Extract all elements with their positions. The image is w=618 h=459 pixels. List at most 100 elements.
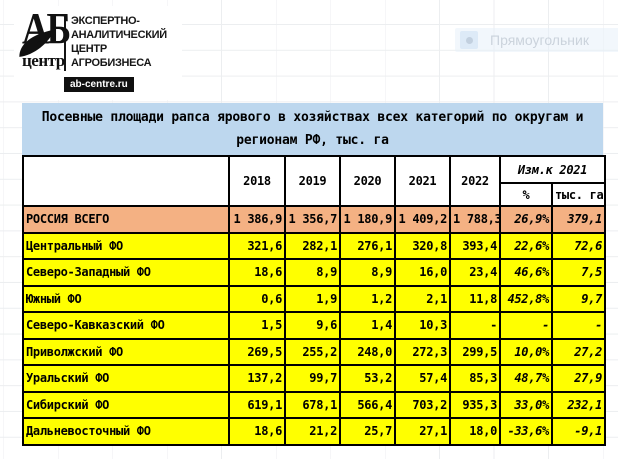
pct-change-cell: - (499, 311, 553, 340)
year-value-cell: 619,1 (228, 390, 286, 419)
table-title: Посевные площади рапса ярового в хозяйст… (22, 103, 603, 155)
year-value-cell: 18,6 (228, 417, 286, 446)
year-value-cell: 27,1 (394, 417, 451, 446)
unit-header: тыс. га (551, 182, 606, 207)
year-value-cell: 269,5 (228, 337, 286, 366)
year-value-cell: 276,1 (339, 231, 396, 260)
table-row: Центральный ФО 321,6 282,1 276,1 320,8 393,4 2… (22, 231, 606, 260)
org-line: ЦЕНТР (71, 43, 107, 55)
year-value-cell: 1,2 (339, 284, 396, 313)
year-value-cell: 1 180,9 (339, 205, 396, 234)
corner-header-cell (22, 155, 230, 207)
percent-header: % (499, 182, 553, 207)
change-group-header: Изм.к 2021 (499, 155, 606, 184)
year-value-cell: 1,4 (339, 311, 396, 340)
table-title-line: Посевные площади рапса ярового в хозяйст… (41, 110, 584, 125)
leaf-icon (14, 27, 63, 63)
logo-abbreviation: АБ (22, 4, 71, 53)
year-value-cell: 272,3 (394, 337, 451, 366)
table-row: Южный ФО 0,6 1,9 1,2 2,1 11,8 452,8% 9,7 (22, 284, 606, 313)
year-value-cell: 1,5 (228, 311, 286, 340)
logo-divider (64, 15, 66, 71)
region-cell: Приволжский ФО (22, 337, 230, 366)
year-value-cell: 18,0 (449, 417, 501, 446)
table-row: Дальневосточный ФО 18,6 21,2 25,7 27,1 18,0 -3… (22, 417, 606, 446)
year-value-cell: 21,2 (284, 417, 341, 446)
abs-change-cell: -9,1 (551, 417, 606, 446)
table-row: Уральский ФО 137,2 99,7 53,2 57,4 85,3 48,7% 27… (22, 364, 606, 393)
year-value-cell: 25,7 (339, 417, 396, 446)
rectangle-shape-icon (460, 31, 478, 49)
year-value-cell: 248,0 (339, 337, 396, 366)
region-cell: Уральский ФО (22, 364, 230, 393)
region-cell: Центральный ФО (22, 231, 230, 260)
year-value-cell: 703,2 (394, 390, 451, 419)
year-value-cell: 9,6 (284, 311, 341, 340)
pct-change-cell: 33,0% (499, 390, 553, 419)
abs-change-cell: 232,1 (551, 390, 606, 419)
org-line: АНАЛИТИЧЕСКИЙ (71, 29, 167, 41)
table-body: РОССИЯ ВСЕГО 1 386,9 1 356,7 1 180,9 1 409,2… (22, 205, 606, 446)
year-value-cell: 10,3 (394, 311, 451, 340)
region-cell: РОССИЯ ВСЕГО (22, 205, 230, 234)
pct-change-cell: 22,6% (499, 231, 553, 260)
year-value-cell: 23,4 (449, 258, 501, 287)
table-row: Сибирский ФО 619,1 678,1 566,4 703,2 935,3 33,… (22, 390, 606, 419)
year-value-cell: 320,8 (394, 231, 451, 260)
year-value-cell: 16,0 (394, 258, 451, 287)
abs-change-cell: 7,5 (551, 258, 606, 287)
year-value-cell: 18,6 (228, 258, 286, 287)
table-row: РОССИЯ ВСЕГО 1 386,9 1 356,7 1 180,9 1 409,2… (22, 205, 606, 234)
year-value-cell: 53,2 (339, 364, 396, 393)
year-value-cell: 282,1 (284, 231, 341, 260)
year-value-cell: 299,5 (449, 337, 501, 366)
year-value-cell: 1 356,7 (284, 205, 341, 234)
pct-change-cell: 452,8% (499, 284, 553, 313)
abs-change-cell: 27,2 (551, 337, 606, 366)
data-table: 2018 2019 2020 2021 2022 Изм.к 2021 % ты… (22, 155, 606, 446)
year-value-cell: 1,9 (284, 284, 341, 313)
shape-name-tooltip: Прямоугольник (455, 28, 618, 52)
year-value-cell: 8,9 (339, 258, 396, 287)
year-value-cell: 678,1 (284, 390, 341, 419)
year-value-cell: 255,2 (284, 337, 341, 366)
year-header: 2020 (339, 155, 396, 207)
year-header: 2019 (284, 155, 341, 207)
table-row: Северо-Западный ФО 18,6 8,9 8,9 16,0 23,4 46,6… (22, 258, 606, 287)
year-value-cell: 99,7 (284, 364, 341, 393)
year-value-cell: 393,4 (449, 231, 501, 260)
logo-mark: АБ центр (19, 4, 72, 70)
pct-change-cell: 46,6% (499, 258, 553, 287)
year-value-cell: 8,9 (284, 258, 341, 287)
year-header: 2021 (394, 155, 451, 207)
year-value-cell: 137,2 (228, 364, 286, 393)
year-value-cell: 2,1 (394, 284, 451, 313)
year-value-cell: 1 788,3 (449, 205, 501, 234)
year-value-cell: 57,4 (394, 364, 451, 393)
pct-change-cell: -33,6% (499, 417, 553, 446)
ab-centre-logo: АБ центр ЭКСПЕРТНО- АНАЛИТИЧЕСКИЙ ЦЕНТР … (14, 6, 182, 100)
website-badge: ab-centre.ru (64, 77, 134, 92)
org-line: АГРОБИЗНЕСА (71, 57, 152, 69)
region-cell: Северо-Западный ФО (22, 258, 230, 287)
pct-change-cell: 26,9% (499, 205, 553, 234)
region-cell: Дальневосточный ФО (22, 417, 230, 446)
year-header: 2022 (449, 155, 501, 207)
year-value-cell: 566,4 (339, 390, 396, 419)
org-line: ЭКСПЕРТНО- (71, 15, 140, 27)
year-value-cell: 11,8 (449, 284, 501, 313)
table-row: Приволжский ФО 269,5 255,2 248,0 272,3 299,5 1… (22, 337, 606, 366)
abs-change-cell: 379,1 (551, 205, 606, 234)
abs-change-cell: 9,7 (551, 284, 606, 313)
abs-change-cell: 27,9 (551, 364, 606, 393)
logo-subtitle: центр (22, 51, 65, 70)
abs-change-cell: - (551, 311, 606, 340)
table-row: Северо-Кавказский ФО 1,5 9,6 1,4 10,3- - - (22, 311, 606, 340)
year-value-cell: 1 409,2 (394, 205, 451, 234)
year-value-cell: - (449, 311, 501, 340)
year-value-cell: 321,6 (228, 231, 286, 260)
year-header: 2018 (228, 155, 286, 207)
year-value-cell: 0,6 (228, 284, 286, 313)
region-cell: Северо-Кавказский ФО (22, 311, 230, 340)
